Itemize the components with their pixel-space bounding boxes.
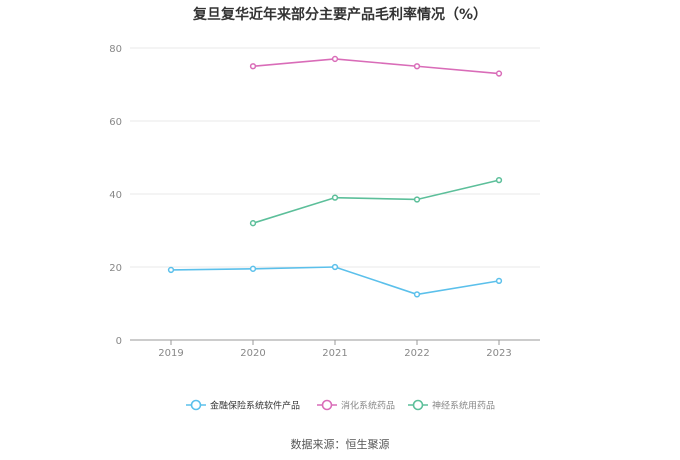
legend: 金融保险系统软件产品 消化系统药品 神经系统用药品 [186, 400, 495, 412]
data-point [413, 63, 421, 70]
y-tick-label: 0 [116, 336, 122, 347]
data-point [495, 70, 503, 77]
data-source-note: 数据来源：恒生聚源 [290, 438, 390, 451]
legend-item: 金融保险系统软件产品 [186, 400, 300, 412]
y-tick-label: 20 [109, 263, 122, 274]
series-2 [249, 55, 503, 77]
data-point [413, 196, 421, 203]
data-point [413, 291, 421, 298]
data-point [331, 55, 339, 63]
y-tick-label: 80 [109, 44, 122, 55]
data-point [331, 194, 339, 201]
legend-swatch-marker [321, 399, 333, 411]
data-point [495, 176, 503, 184]
x-axis: 2019 2020 2021 2022 2023 [130, 339, 540, 359]
legend-item: 消化系统药品 [317, 400, 395, 412]
data-point [331, 263, 339, 271]
series-line [170, 266, 500, 296]
legend-label: 金融保险系统软件产品 [210, 400, 300, 412]
y-tick-label: 40 [109, 190, 122, 201]
series-line [252, 58, 500, 75]
series-1 [167, 263, 503, 298]
legend-swatch-marker [412, 399, 424, 411]
legend-item: 神经系统用药品 [408, 400, 495, 412]
x-tick-label: 2019 [158, 348, 183, 359]
grid-lines [130, 47, 540, 268]
series-line [252, 179, 500, 224]
legend-swatch-marker [190, 399, 202, 411]
y-tick-label: 60 [109, 117, 122, 128]
data-point [249, 220, 257, 227]
x-tick-label: 2020 [240, 348, 265, 359]
y-axis-ticks: 0 20 40 60 80 [109, 44, 122, 347]
series-3 [249, 176, 503, 227]
legend-label: 消化系统药品 [341, 400, 395, 412]
chart-title: 复旦复华近年来部分主要产品毛利率情况（%） [192, 7, 488, 23]
x-tick-label: 2021 [322, 348, 347, 359]
data-point [495, 277, 503, 285]
series-layer [167, 55, 503, 298]
legend-label: 神经系统用药品 [432, 400, 495, 412]
data-point [167, 266, 175, 274]
x-tick-label: 2022 [404, 348, 429, 359]
x-tick-label: 2023 [486, 348, 511, 359]
data-point [249, 63, 257, 70]
data-point [249, 265, 257, 272]
